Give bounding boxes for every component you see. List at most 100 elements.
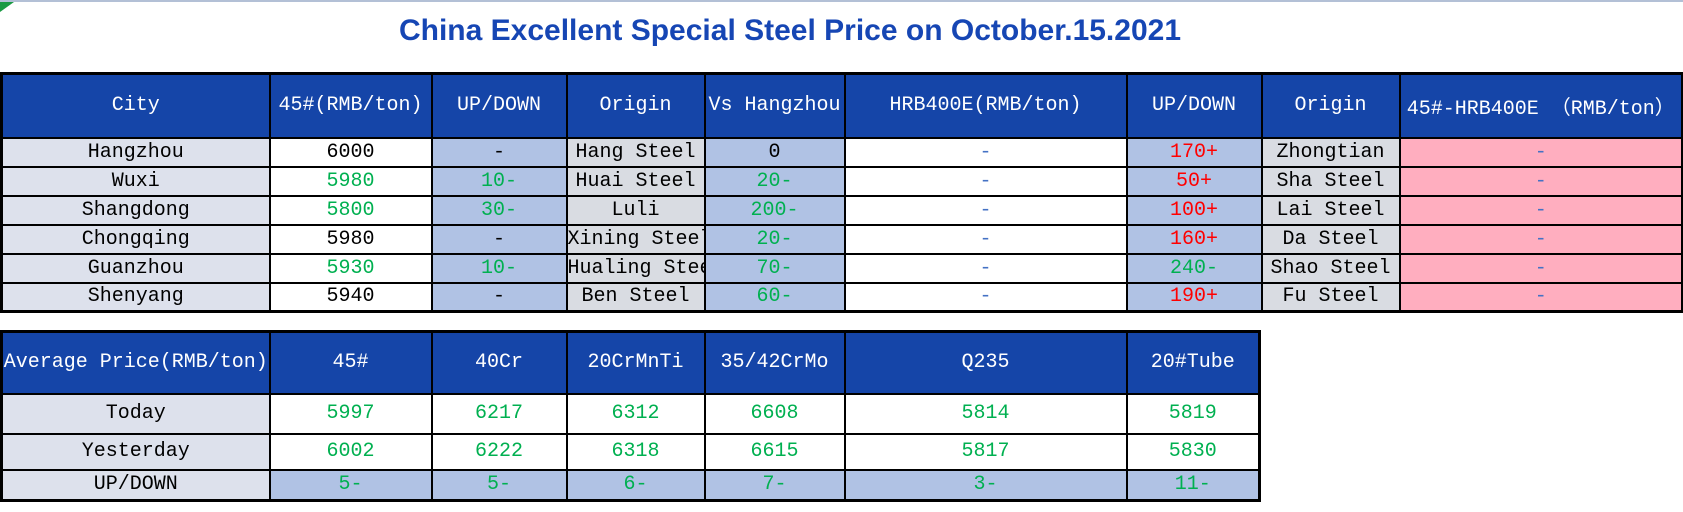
cell-avg-20tube: 5830 (1125, 432, 1261, 471)
cell-avg-q235: 5814 (843, 392, 1128, 435)
header-origin-2: Origin (1260, 72, 1401, 139)
cell-origin-2: Shao Steel (1260, 252, 1401, 284)
cell-avg-45: 5997 (268, 392, 433, 435)
cell-origin-1: Xining Steel (565, 223, 706, 255)
cell-vs-hangzhou: 60- (703, 281, 846, 313)
table-row: Yesterday 6002 6222 6318 6615 5817 5830 (0, 432, 1261, 471)
header-origin-1: Origin (565, 72, 706, 139)
header-grade-3542crmo: 35/42CrMo (703, 330, 846, 395)
header-updown-2: UP/DOWN (1125, 72, 1263, 139)
cell-diff: - (1398, 281, 1683, 313)
cell-origin-1: Luli (565, 194, 706, 226)
cell-45-price: 6000 (268, 136, 433, 168)
table-row: Shangdong 5800 30- Luli 200- - 100+ Lai … (0, 194, 1683, 226)
header-vs-hangzhou: Vs Hangzhou (703, 72, 846, 139)
cell-updown-1: 10- (430, 165, 568, 197)
cell-updown-2: 190+ (1125, 281, 1263, 313)
cell-45-price: 5930 (268, 252, 433, 284)
header-grade-q235: Q235 (843, 330, 1128, 395)
cell-vs-hangzhou: 70- (703, 252, 846, 284)
cell-updown-40cr: 5- (430, 468, 568, 502)
cell-city: Wuxi (0, 165, 271, 197)
cell-updown-1: 30- (430, 194, 568, 226)
cell-updown-20tube: 11- (1125, 468, 1261, 502)
cell-hrb400e: - (843, 281, 1128, 313)
cell-avg-20crmnti: 6318 (565, 432, 706, 471)
row-label: Yesterday (0, 432, 271, 471)
row-label: Today (0, 392, 271, 435)
cell-hrb400e: - (843, 136, 1128, 168)
header-average-price: Average Price(RMB/ton) (0, 330, 271, 395)
header-45-minus-hrb400e: 45#-HRB400E （RMB/ton） (1398, 72, 1683, 139)
table-row: Chongqing 5980 - Xining Steel 20- - 160+… (0, 223, 1683, 255)
cell-45-price: 5980 (268, 165, 433, 197)
table-row: Guanzhou 5930 10- Hualing Steel 70- - 24… (0, 252, 1683, 284)
cell-45-price: 5940 (268, 281, 433, 313)
cell-updown-20crmnti: 6- (565, 468, 706, 502)
header-45-price: 45#(RMB/ton) (268, 72, 433, 139)
cell-updown-2: 100+ (1125, 194, 1263, 226)
cell-diff: - (1398, 223, 1683, 255)
cell-updown-1: - (430, 136, 568, 168)
cell-vs-hangzhou: 200- (703, 194, 846, 226)
cell-city: Shangdong (0, 194, 271, 226)
cell-origin-2: Zhongtian (1260, 136, 1401, 168)
table-row: UP/DOWN 5- 5- 6- 7- 3- 11- (0, 468, 1261, 502)
cell-updown-1: - (430, 223, 568, 255)
header-grade-45: 45# (268, 330, 433, 395)
cell-origin-2: Fu Steel (1260, 281, 1401, 313)
cell-45-price: 5800 (268, 194, 433, 226)
table-header-row: City 45#(RMB/ton) UP/DOWN Origin Vs Hang… (0, 72, 1683, 139)
cell-45-price: 5980 (268, 223, 433, 255)
header-grade-20crmnti: 20CrMnTi (565, 330, 706, 395)
cell-updown-1: 10- (430, 252, 568, 284)
row-label: UP/DOWN (0, 468, 271, 502)
cell-city: Chongqing (0, 223, 271, 255)
cell-avg-20crmnti: 6312 (565, 392, 706, 435)
cell-city: Shenyang (0, 281, 271, 313)
table-row: Today 5997 6217 6312 6608 5814 5819 (0, 392, 1261, 435)
page-title: China Excellent Special Steel Price on O… (398, 14, 1182, 47)
cell-city: Hangzhou (0, 136, 271, 168)
cell-origin-2: Sha Steel (1260, 165, 1401, 197)
cell-avg-40cr: 6222 (430, 432, 568, 471)
cell-updown-2: 160+ (1125, 223, 1263, 255)
sheet-top-gridline (0, 0, 1683, 2)
cell-origin-1: Hang Steel (565, 136, 706, 168)
cell-updown-2: 170+ (1125, 136, 1263, 168)
cell-diff: - (1398, 136, 1683, 168)
cell-hrb400e: - (843, 223, 1128, 255)
city-price-table: City 45#(RMB/ton) UP/DOWN Origin Vs Hang… (0, 72, 1683, 313)
cell-avg-40cr: 6217 (430, 392, 568, 435)
header-city: City (0, 72, 271, 139)
cell-vs-hangzhou: 20- (703, 165, 846, 197)
cell-avg-q235: 5817 (843, 432, 1128, 471)
cell-origin-1: Ben Steel (565, 281, 706, 313)
cell-vs-hangzhou: 20- (703, 223, 846, 255)
cell-avg-45: 6002 (268, 432, 433, 471)
header-updown-1: UP/DOWN (430, 72, 568, 139)
cell-updown-2: 50+ (1125, 165, 1263, 197)
cell-updown-1: - (430, 281, 568, 313)
cell-hrb400e: - (843, 252, 1128, 284)
cell-diff: - (1398, 165, 1683, 197)
cell-hrb400e: - (843, 194, 1128, 226)
cell-origin-1: Hualing Steel (565, 252, 706, 284)
cell-vs-hangzhou: 0 (703, 136, 846, 168)
average-price-table: Average Price(RMB/ton) 45# 40Cr 20CrMnTi… (0, 330, 1261, 502)
cell-updown-3542crmo: 7- (703, 468, 846, 502)
table-row: Shenyang 5940 - Ben Steel 60- - 190+ Fu … (0, 281, 1683, 313)
header-grade-20tube: 20#Tube (1125, 330, 1261, 395)
table-row: Hangzhou 6000 - Hang Steel 0 - 170+ Zhon… (0, 136, 1683, 168)
header-hrb400e-price: HRB400E(RMB/ton) (843, 72, 1128, 139)
cell-updown-45: 5- (268, 468, 433, 502)
cell-avg-20tube: 5819 (1125, 392, 1261, 435)
cell-updown-q235: 3- (843, 468, 1128, 502)
table-row: Wuxi 5980 10- Huai Steel 20- - 50+ Sha S… (0, 165, 1683, 197)
cell-origin-1: Huai Steel (565, 165, 706, 197)
cell-updown-2: 240- (1125, 252, 1263, 284)
cell-city: Guanzhou (0, 252, 271, 284)
cell-diff: - (1398, 252, 1683, 284)
header-grade-40cr: 40Cr (430, 330, 568, 395)
